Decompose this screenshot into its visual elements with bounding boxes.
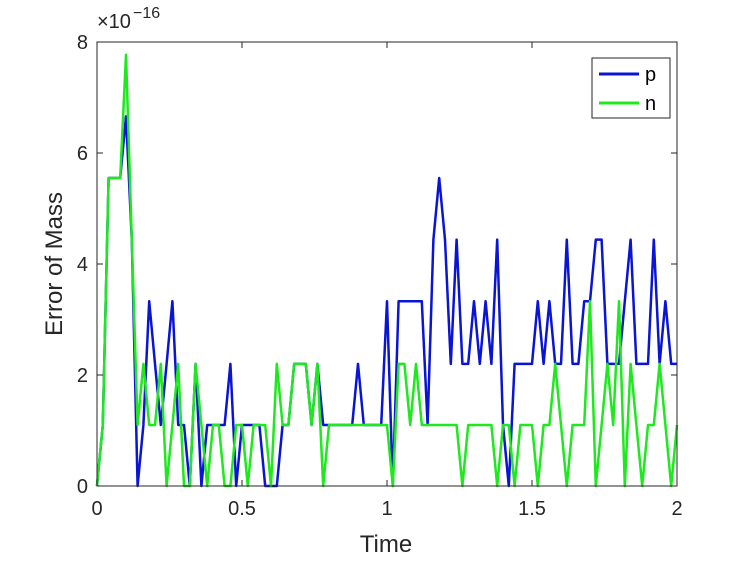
y-tick-label: 8 bbox=[77, 32, 88, 54]
x-tick-label: 0.5 bbox=[228, 498, 256, 520]
y-tick-label: 0 bbox=[77, 476, 88, 498]
x-tick-label: 1 bbox=[381, 498, 392, 520]
tick-labels: 0 0.5 1 1.5 2 0 2 4 6 8 bbox=[77, 32, 683, 520]
axes bbox=[96, 41, 678, 487]
x-axis-label: Time bbox=[360, 531, 412, 558]
x-tick-label: 0 bbox=[91, 498, 102, 520]
legend: p n bbox=[591, 57, 671, 119]
legend-label-p: p bbox=[645, 64, 656, 86]
series-layer bbox=[95, 53, 679, 488]
x-tick-label: 1.5 bbox=[518, 498, 546, 520]
series-line-n bbox=[95, 53, 679, 488]
y-exponent-power: −16 bbox=[133, 5, 160, 22]
legend-box bbox=[591, 57, 671, 119]
y-tick-label: 4 bbox=[77, 254, 88, 276]
legend-label-n: n bbox=[645, 93, 656, 115]
y-exponent-base: ×10 bbox=[97, 11, 131, 33]
plot-area bbox=[95, 53, 679, 488]
y-tick-label: 2 bbox=[77, 365, 88, 387]
y-tick-label: 6 bbox=[77, 143, 88, 165]
x-tick-label: 2 bbox=[671, 498, 682, 520]
y-axis-label: Error of Mass bbox=[41, 192, 68, 336]
